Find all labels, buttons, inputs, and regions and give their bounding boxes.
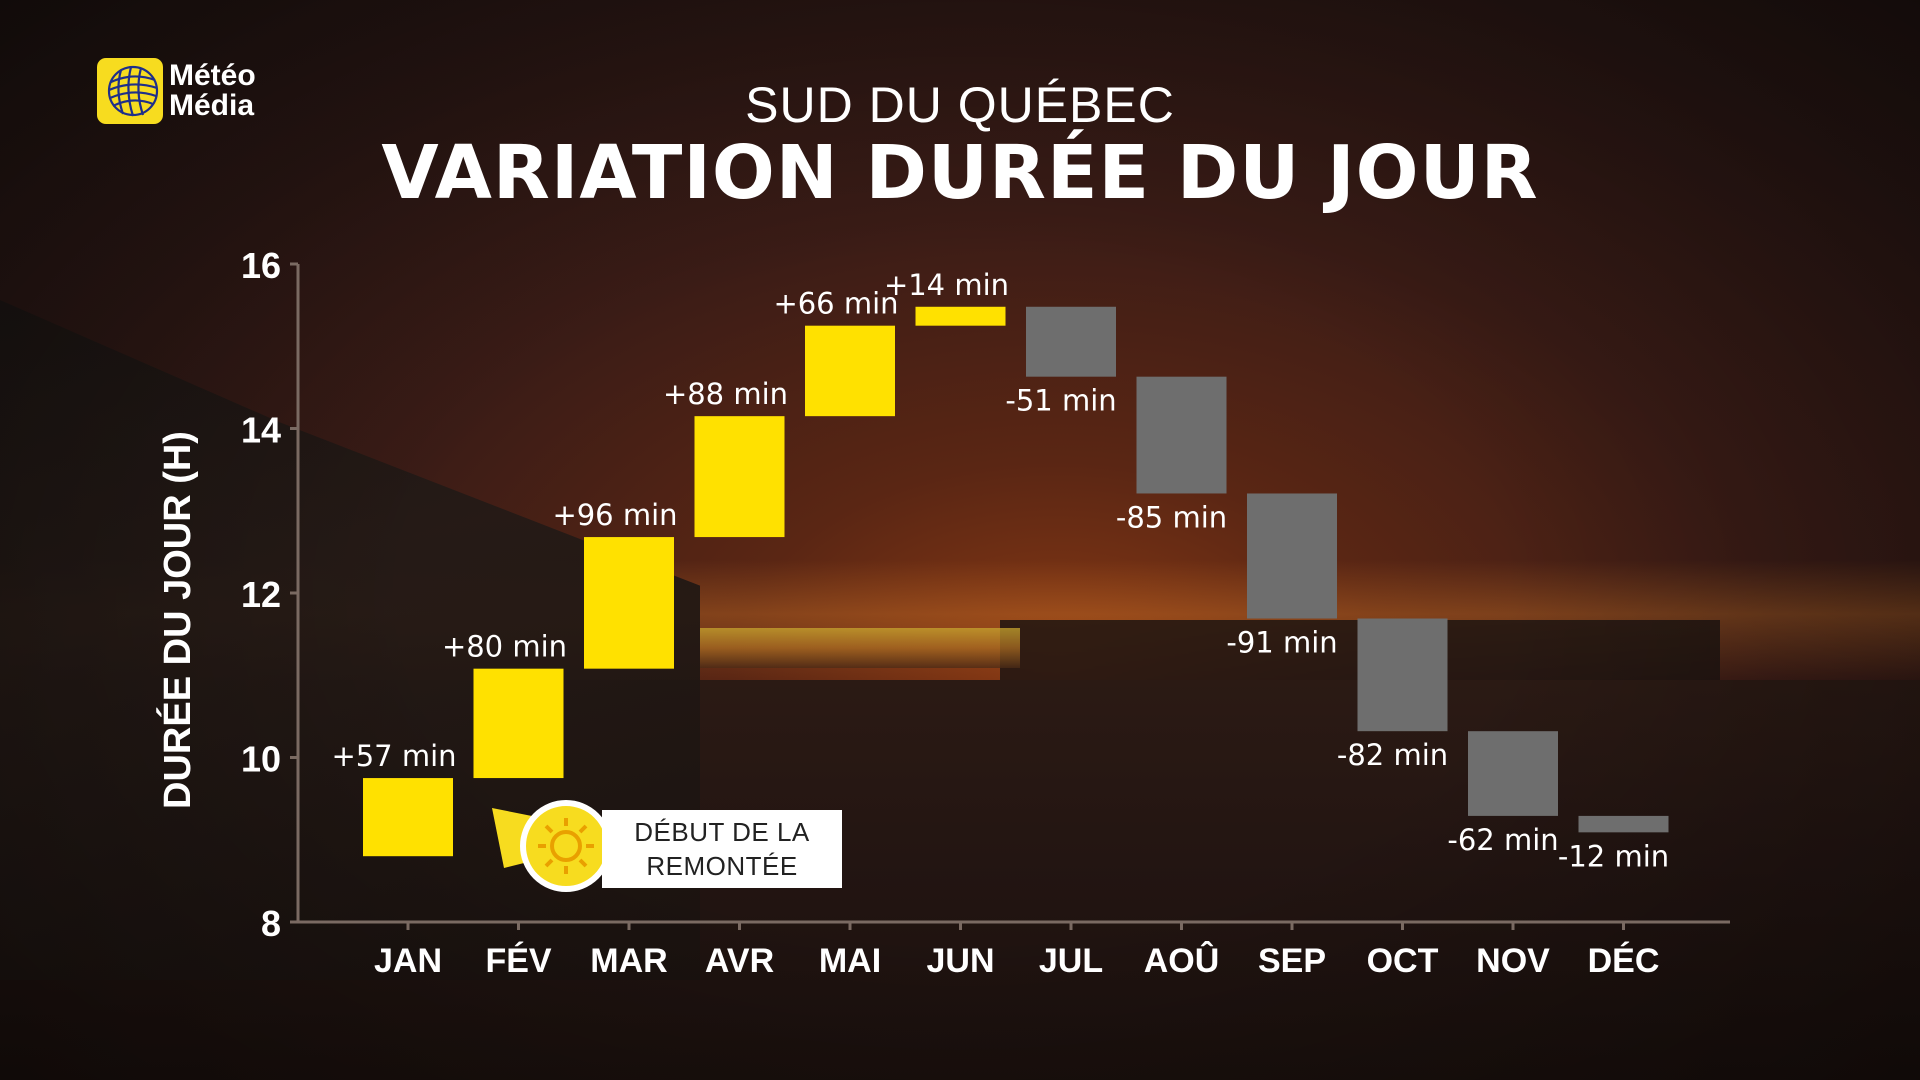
y-axis-label: DURÉE DU JOUR (H) (155, 431, 199, 809)
x-tick-label: FÉV (485, 942, 551, 980)
bar (1468, 731, 1558, 816)
brand-line-1: Météo (169, 59, 256, 92)
y-tick-label: 8 (261, 903, 281, 944)
chart-title: VARIATION DURÉE DU JOUR (381, 130, 1539, 216)
x-tick-label: MAI (819, 942, 881, 980)
bar (805, 325, 895, 417)
bar (1357, 618, 1448, 732)
globe-icon (97, 58, 163, 124)
bar (363, 778, 453, 857)
bar (915, 306, 1006, 326)
data-label: +80 min (442, 630, 567, 664)
data-label: +57 min (331, 739, 456, 773)
data-label: +14 min (884, 268, 1009, 302)
bar (1247, 493, 1337, 619)
data-label: +66 min (773, 287, 898, 321)
chart-bars (363, 306, 1669, 857)
x-tick-label: AOÛ (1144, 941, 1220, 980)
callout-line-2: REMONTÉE (646, 851, 798, 881)
y-tick-label: 14 (241, 410, 281, 451)
chart-y-tick-labels: 8 10 12 14 16 (241, 245, 281, 944)
data-label: -12 min (1558, 839, 1669, 873)
data-label: -91 min (1226, 625, 1337, 659)
bar (694, 416, 785, 538)
chart-subtitle: SUD DU QUÉBEC (745, 77, 1175, 133)
bar (1578, 815, 1669, 833)
x-tick-label: JAN (374, 942, 442, 980)
y-tick-label: 16 (241, 245, 281, 286)
x-tick-label: OCT (1367, 942, 1439, 980)
chart-x-tick-labels: JAN FÉV MAR AVR MAI JUN JUL AOÛ SEP OCT NOV DÉC (374, 941, 1659, 980)
data-label: -62 min (1447, 823, 1558, 857)
bar (1026, 306, 1116, 377)
x-tick-label: NOV (1476, 942, 1550, 980)
x-tick-label: SEP (1258, 942, 1326, 980)
bar (473, 668, 564, 779)
brand-line-2: Média (169, 89, 255, 122)
data-label: +96 min (552, 498, 677, 532)
x-tick-label: JUN (926, 942, 994, 980)
callout-line-1: DÉBUT DE LA (634, 817, 810, 847)
sun-icon (520, 800, 612, 892)
callout-annotation: DÉBUT DE LA REMONTÉE (492, 800, 842, 892)
y-tick-label: 10 (241, 739, 281, 780)
x-tick-label: AVR (705, 942, 774, 980)
bar (584, 537, 674, 669)
data-label: -82 min (1337, 738, 1448, 772)
chart-axes (290, 262, 1730, 930)
brand-logo: Météo Média (97, 58, 256, 124)
sunset-horizon (700, 628, 1020, 668)
y-tick-label: 12 (241, 574, 281, 615)
data-label: +88 min (663, 377, 788, 411)
x-tick-label: DÉC (1588, 942, 1660, 980)
bar (1136, 376, 1227, 494)
data-label: -51 min (1005, 384, 1116, 418)
x-tick-label: MAR (590, 942, 667, 980)
brand-name: Météo Média (169, 61, 256, 121)
chart-data-labels: +57 min +80 min +96 min +88 min +66 min+14 m… (331, 268, 1669, 874)
x-tick-label: JUL (1039, 942, 1103, 980)
data-label: -85 min (1116, 500, 1227, 534)
callout-text-box: DÉBUT DE LA REMONTÉE (602, 810, 842, 888)
